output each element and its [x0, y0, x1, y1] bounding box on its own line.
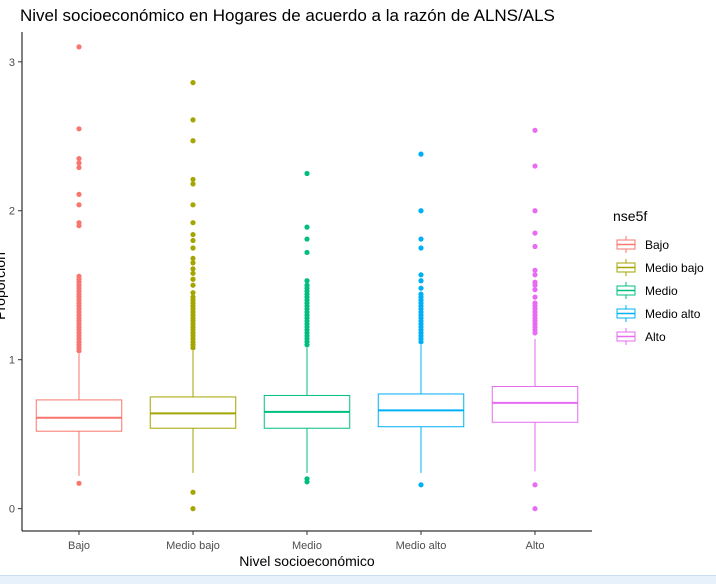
x-tick-label: Bajo	[68, 540, 90, 552]
y-tick-label: 3	[9, 57, 15, 69]
outlier-point	[532, 506, 538, 512]
outlier-point	[418, 236, 424, 242]
outlier-point	[190, 237, 196, 244]
outlier-point	[304, 282, 310, 288]
outlier-point	[532, 163, 538, 169]
legend-key	[616, 328, 636, 345]
legend-key	[616, 305, 636, 322]
outlier-point	[418, 245, 424, 251]
outlier-point	[418, 272, 424, 278]
outlier-point	[418, 291, 424, 297]
x-tick-label: Medio bajo	[166, 540, 220, 552]
outlier-point	[304, 278, 310, 284]
box-iqr	[35, 399, 123, 432]
outlier-point	[190, 117, 196, 123]
chart-title: Nivel socioeconómico en Hogares de acuer…	[20, 6, 555, 25]
outlier-point	[532, 287, 538, 293]
outlier-point	[76, 126, 82, 132]
x-tick-label: Alto	[526, 540, 545, 552]
outlier-point	[304, 170, 310, 177]
box-medio-alto	[377, 151, 465, 488]
legend-key	[616, 236, 636, 253]
outlier-point	[190, 231, 196, 238]
legend-label: Medio alto	[645, 307, 701, 321]
outlier-point	[532, 272, 538, 278]
legend-label: Medio	[645, 284, 678, 298]
box-bajo	[35, 44, 123, 486]
outlier-point	[76, 480, 82, 486]
x-tick-label: Medio alto	[396, 540, 447, 552]
outlier-point	[304, 476, 310, 482]
outlier-point	[304, 249, 310, 256]
outlier-point	[532, 267, 538, 273]
box-medio-bajo	[149, 80, 237, 512]
outlier-point	[532, 243, 538, 250]
outlier-point	[190, 176, 196, 183]
bottom-strip	[0, 575, 716, 584]
series-layer	[35, 44, 579, 512]
outlier-point	[190, 270, 196, 276]
outlier-point	[532, 482, 538, 488]
outlier-point	[304, 224, 310, 230]
outlier-point	[76, 220, 82, 226]
legend-key	[616, 282, 636, 299]
outlier-point	[190, 276, 196, 282]
legend-label: Alto	[645, 330, 666, 344]
outlier-point	[76, 160, 82, 166]
box-iqr	[491, 386, 579, 423]
outlier-point	[532, 230, 538, 236]
outlier-point	[304, 236, 310, 242]
box-alto	[491, 127, 579, 512]
box-medio	[263, 170, 351, 485]
outlier-point	[76, 164, 82, 171]
outlier-point	[190, 260, 196, 266]
outlier-point	[76, 191, 82, 197]
outlier-point	[532, 279, 538, 285]
legend-title: nse5f	[613, 208, 647, 224]
legend: nse5f Bajo Medio bajo Medio Medio alto Alto	[613, 208, 704, 345]
legend-label: Medio bajo	[645, 261, 704, 275]
outlier-point	[418, 482, 424, 488]
outlier-point	[190, 138, 196, 144]
outlier-point	[532, 300, 538, 306]
outlier-point	[190, 202, 196, 208]
x-axis-label: Nivel socioeconómico	[239, 553, 375, 569]
legend-label: Bajo	[645, 238, 669, 252]
axes: 0 1 2 3 Bajo Medio bajo Medio Medio alto Alto	[9, 32, 592, 552]
legend-key	[616, 259, 636, 276]
outlier-point	[190, 290, 196, 296]
outlier-point	[190, 255, 196, 262]
outlier-point	[418, 285, 424, 291]
outlier-point	[418, 208, 424, 214]
outlier-point	[190, 489, 196, 495]
outlier-point	[190, 266, 196, 272]
outlier-point	[532, 208, 538, 214]
x-tick-label: Medio	[292, 540, 322, 552]
outlier-point	[190, 506, 196, 512]
outlier-point	[190, 220, 196, 226]
outlier-point	[190, 245, 196, 251]
y-tick-label: 0	[9, 504, 15, 516]
y-axis-label: Proporción	[0, 252, 8, 320]
outlier-point	[532, 294, 538, 300]
outlier-point	[76, 44, 82, 50]
outlier-point	[76, 156, 82, 162]
outlier-point	[190, 282, 196, 288]
outlier-point	[418, 278, 424, 284]
outlier-point	[190, 181, 196, 187]
y-tick-label: 1	[9, 355, 15, 367]
outlier-point	[532, 127, 538, 133]
outlier-point	[190, 80, 196, 86]
outlier-point	[190, 294, 196, 300]
y-tick-label: 2	[9, 206, 15, 218]
outlier-point	[76, 273, 82, 279]
outlier-point	[76, 202, 82, 208]
outlier-point	[418, 151, 424, 157]
